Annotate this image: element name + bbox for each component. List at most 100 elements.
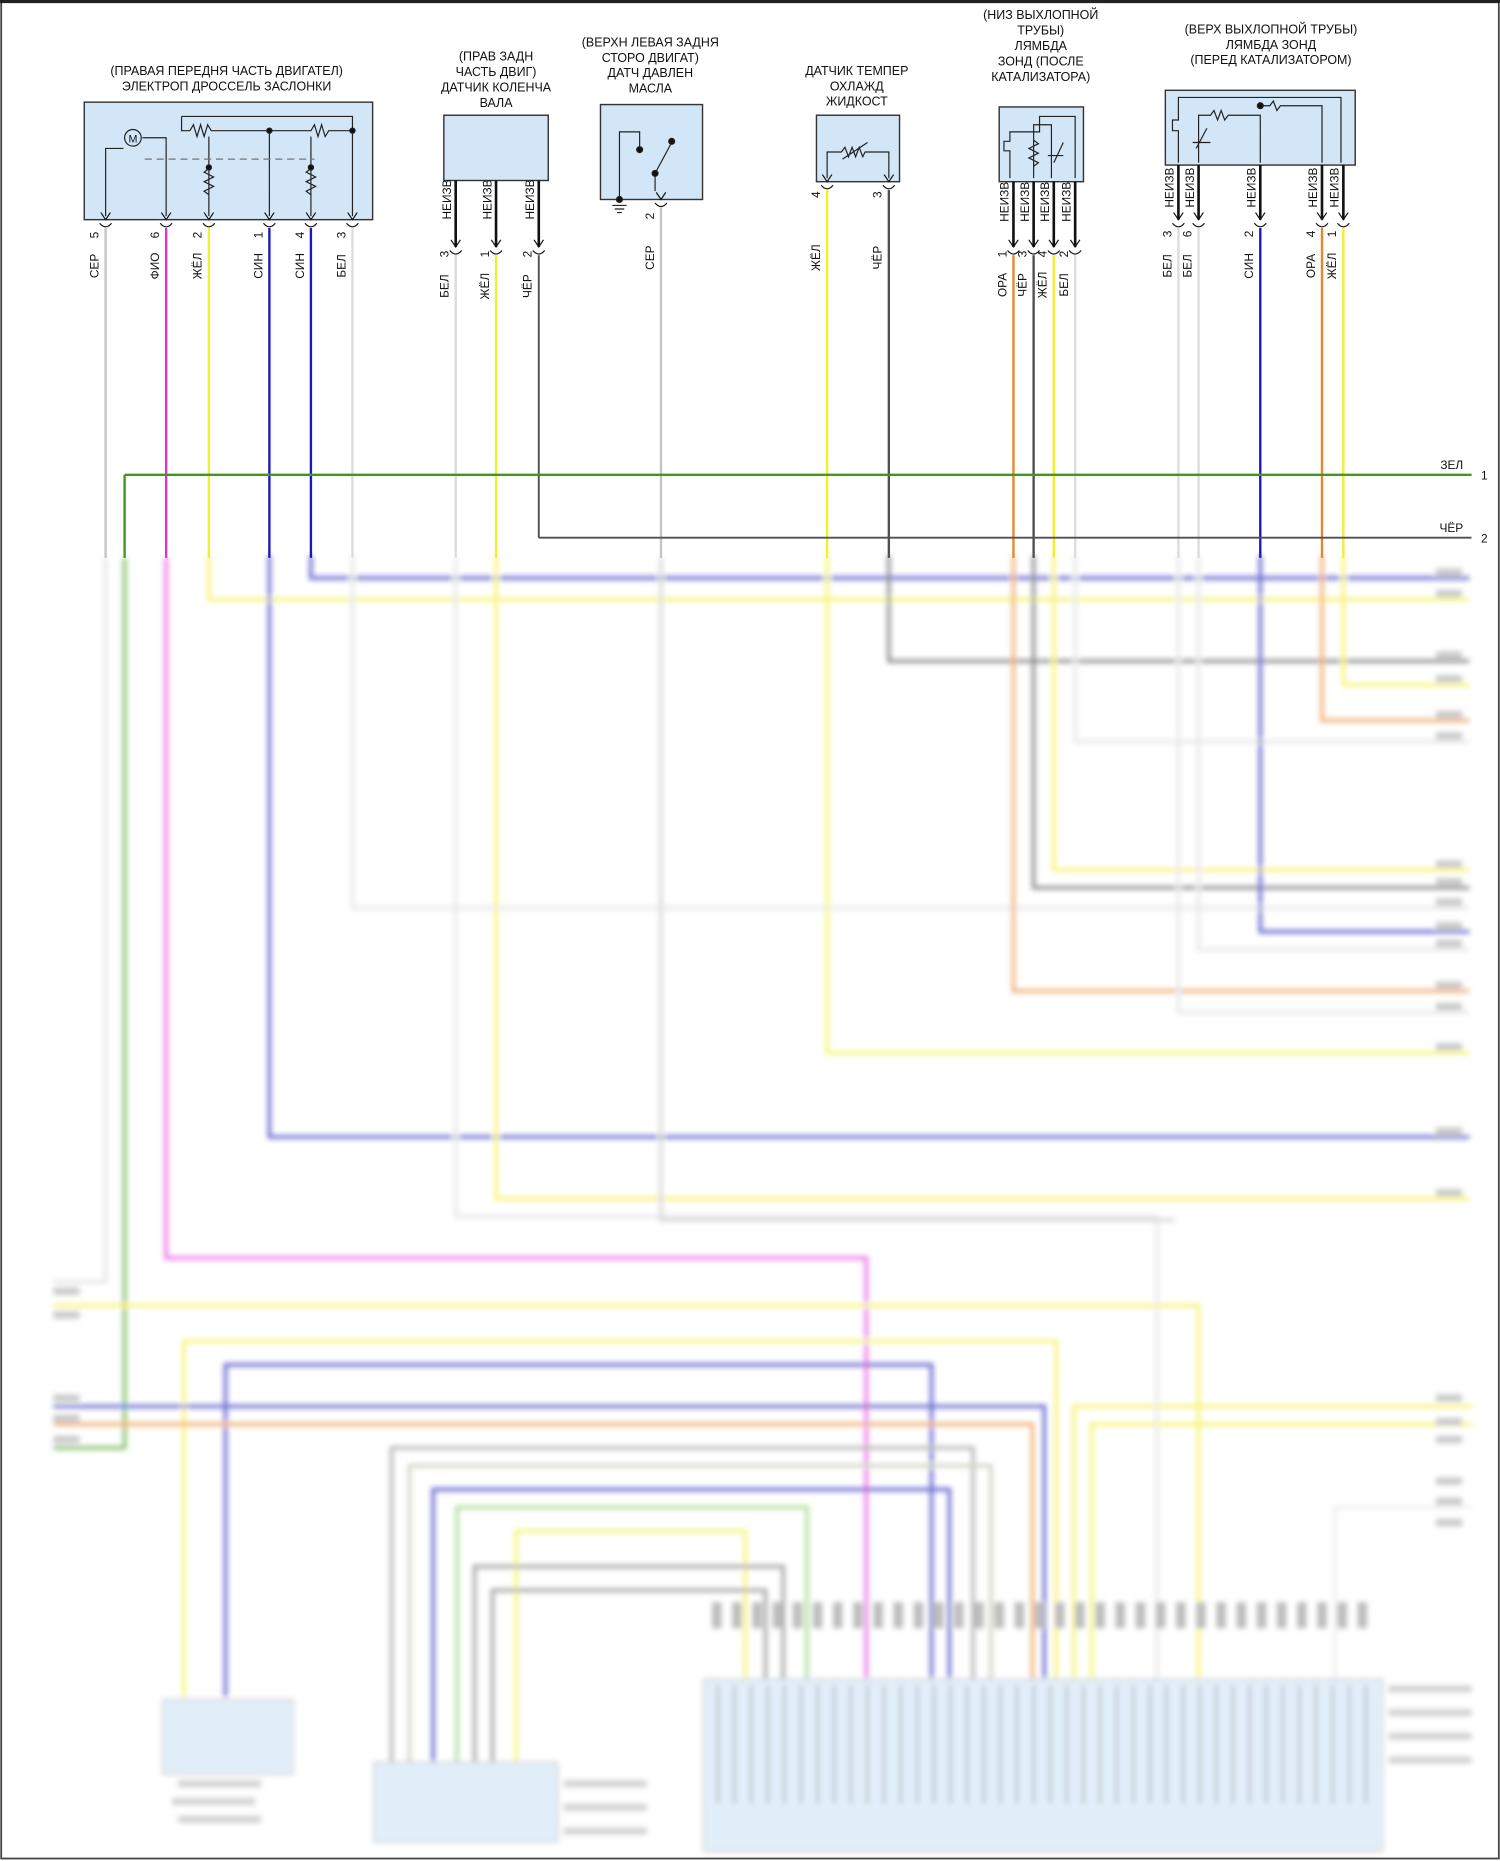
component-title-line: ЧАСТЬ ДВИГ) (456, 65, 537, 79)
component-title-line: ВАЛА (480, 96, 514, 110)
terminal-tab (53, 1394, 80, 1402)
wire (309, 555, 1470, 580)
connector-socket-icon (654, 202, 668, 208)
connector-pin (752, 1602, 762, 1629)
junction-dot (205, 164, 213, 171)
connector-socket-icon (489, 250, 503, 255)
junction-dot (615, 195, 624, 204)
wire (1176, 555, 1470, 1015)
connector-pin (1276, 1602, 1287, 1629)
lead-label: НЕИЗВ (1059, 182, 1073, 222)
wire (1196, 555, 1470, 952)
connector-arrow-icon (1069, 239, 1081, 249)
connector-pin (1297, 1602, 1307, 1629)
component-body (998, 106, 1085, 183)
component-title-line: ЗОНД (ПОСЛЕ (998, 54, 1084, 68)
terminal-tab (53, 1436, 80, 1444)
terminal-tab (1435, 1002, 1463, 1011)
terminal-tab (1435, 878, 1463, 886)
ground-icon (612, 204, 627, 214)
wire-color-label: ЖЁЛ (809, 244, 823, 271)
wire-color-label: ОРА (995, 273, 1009, 297)
component-title-line: (ВЕРХ ВЫХЛОПНОЙ ТРУБЫ) (1185, 21, 1358, 36)
bus-color-label: ЗЕЛ (1440, 458, 1463, 472)
connector-socket-icon (1068, 250, 1082, 255)
wire-color-label: ЧЁР (1016, 273, 1030, 297)
connector-socket-icon (1007, 250, 1020, 255)
connector-socket-icon (1027, 250, 1041, 255)
terminal-tab (1435, 981, 1463, 989)
terminal-tab (1435, 732, 1463, 740)
terminal-tab (53, 1414, 80, 1422)
terminal-tab (1435, 675, 1463, 683)
connector-pin (954, 1602, 964, 1629)
pin-number: 2 (1057, 251, 1071, 258)
connector-pin (1135, 1602, 1146, 1629)
connector-pin (772, 1602, 783, 1629)
connector-pin (833, 1602, 843, 1629)
wire-color-label: СИН (1242, 253, 1256, 279)
junction-dot (266, 127, 273, 134)
connector-arrow-icon (490, 239, 502, 249)
wire (1089, 1422, 1472, 1680)
connector-socket-icon (1315, 222, 1329, 228)
wire (659, 557, 1175, 1222)
blurred-label (1388, 1685, 1472, 1693)
connector-pin (994, 1602, 1004, 1629)
component-title-line: ОХЛАЖД (830, 79, 884, 93)
connector-pin (1236, 1602, 1247, 1629)
thermistor-icon (826, 142, 890, 179)
wire-color-label: БЕЛ (1160, 254, 1174, 277)
terminal-tab (1435, 1497, 1463, 1505)
component-title-line: КАТАЛИЗАТОРА) (991, 70, 1090, 84)
wire (490, 1588, 768, 1763)
bus-lines: ЗЕЛ 1 ЧЁР 2 (123, 458, 1488, 558)
connector-pin (893, 1602, 904, 1629)
connector-arrow-icon (655, 192, 667, 201)
wire (407, 1463, 993, 1763)
component-title-line: ДАТЧ ДАВЛЕН (608, 66, 694, 80)
connector-socket-icon (99, 222, 113, 228)
component-title-line: ДАТЧИК КОЛЕНЧА (441, 80, 552, 94)
wire-color-label: БЕЛ (334, 254, 348, 277)
connectors-section: (ПРАВАЯ ПЕРЕДНЯ ЧАСТЬ ДВИГАТЕЛ)ЭЛЕКТРОП … (83, 7, 1488, 558)
wire-color-label: СЕР (643, 245, 657, 269)
connector-arrow-icon (1173, 212, 1184, 221)
pin-number: 3 (1160, 230, 1174, 237)
wire (1031, 555, 1470, 890)
connector-arrow-icon (1028, 239, 1039, 249)
bus-pin-number: 2 (1481, 531, 1488, 545)
connector-arrow-icon (264, 212, 275, 221)
component-title-line: (ВЕРХН ЛЕВАЯ ЗАДНЯ (582, 35, 719, 49)
wire (53, 557, 127, 1450)
oil-pressure-sensor: (ВЕРХН ЛЕВАЯ ЗАДНЯ СТОРО ДВИГАТ)ДАТЧ ДАВЛ… (582, 35, 719, 558)
component-body (161, 1698, 294, 1775)
component-title-line: ЖИДКОСТ (826, 95, 888, 109)
wire (207, 555, 1470, 602)
pin-number: 3 (438, 250, 452, 257)
lead-label: НЕИЗВ (1038, 182, 1052, 222)
connector-pin (873, 1602, 883, 1629)
connector-arrow-icon (1316, 212, 1328, 221)
blurred-label (172, 1797, 256, 1806)
connector-arrow-icon (100, 212, 111, 221)
lead-label: НЕИЗВ (523, 179, 537, 219)
blurred-label (178, 1815, 262, 1823)
pin-number: 2 (521, 251, 535, 258)
connector-pin (1075, 1602, 1085, 1629)
connector-socket-icon (159, 222, 173, 228)
connector-socket-icon (1172, 222, 1185, 228)
wire (267, 555, 1470, 1139)
pin-number: 1 (251, 231, 265, 238)
wire (514, 1529, 748, 1763)
wire (887, 555, 1470, 663)
terminal-tab (1435, 898, 1463, 906)
lead-label: НЕИЗВ (998, 182, 1012, 222)
terminal-tab (1435, 1127, 1463, 1135)
component-body (373, 1761, 559, 1843)
component-title-line: ТРУБЫ) (1017, 24, 1064, 38)
motor-label: M (128, 134, 137, 146)
wire-color-label: ЖЁЛ (191, 253, 205, 280)
